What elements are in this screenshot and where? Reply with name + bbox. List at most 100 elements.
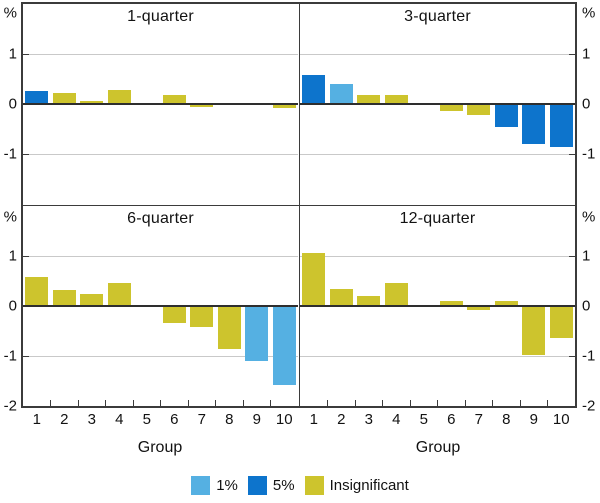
y-axis-label: 0 [582, 95, 591, 113]
x-axis-tick [105, 400, 106, 406]
y-axis-label: % [582, 208, 596, 226]
gridline [23, 54, 298, 55]
x-axis-tick [519, 400, 521, 406]
y-axis-label: -1 [3, 347, 17, 365]
panel-1-quarter: 1-quarter [23, 4, 298, 204]
panel-6-quarter: 6-quarter [23, 206, 298, 406]
plot-area: 1-quarter 3-quarter 6-quarter 12-quarter [21, 2, 577, 408]
x-axis-tick [492, 400, 493, 406]
x-axis-tick [270, 400, 271, 406]
x-axis-tick-label: 7 [197, 411, 206, 428]
y-axis-label: 1 [8, 247, 17, 265]
y-axis-label: % [3, 4, 17, 22]
bar-group-1 [302, 74, 326, 104]
x-axis-tick-label: 3 [364, 411, 373, 428]
bar-group-8 [494, 301, 518, 306]
bar-group-6 [439, 300, 463, 306]
x-axis-tick [354, 400, 356, 406]
x-axis-tick-label: 6 [170, 411, 179, 428]
x-axis-tick-label: 9 [252, 411, 261, 428]
bar-group-6 [162, 306, 186, 323]
y-axis-label: % [582, 4, 596, 22]
bar-group-3 [357, 295, 381, 306]
bar-group-3 [80, 294, 104, 306]
bar-group-10 [549, 104, 573, 147]
x-axis-tick-label: 9 [529, 411, 538, 428]
x-axis-tick-label: 10 [275, 411, 293, 428]
bar-group-2 [52, 92, 76, 104]
y-axis-tick [23, 356, 29, 357]
x-axis-tick [242, 400, 244, 406]
x-axis-tick-label: 3 [87, 411, 96, 428]
bar-group-7 [190, 104, 214, 107]
legend: 1% 5% Insignificant [0, 476, 600, 495]
y-axis-label: -1 [582, 145, 596, 163]
x-axis-tick [382, 400, 383, 406]
panel-title: 3-quarter [404, 8, 471, 25]
panel-title: 6-quarter [127, 210, 194, 227]
bar-group-8 [494, 104, 518, 127]
bar-group-7 [467, 104, 491, 115]
x-axis-tick [132, 400, 134, 406]
bar-group-2 [329, 288, 353, 306]
bar-group-2 [52, 290, 76, 306]
bar-group-4 [107, 89, 131, 104]
x-axis-tick [160, 400, 161, 406]
x-axis-title-left: Group [137, 439, 183, 456]
bar-group-9 [522, 104, 546, 144]
x-axis-tick-label: 2 [337, 411, 346, 428]
y-axis-label: 0 [582, 297, 591, 315]
bar-group-7 [467, 306, 491, 310]
zero-line [23, 103, 298, 105]
bar-group-4 [107, 283, 131, 306]
bar-group-9 [522, 306, 546, 355]
y-axis-label: 0 [8, 95, 17, 113]
y-axis-label: 1 [582, 45, 591, 63]
bar-group-8 [217, 306, 241, 349]
zero-line [300, 305, 575, 307]
x-axis-tick [547, 400, 548, 406]
panel-title: 12-quarter [399, 210, 476, 227]
x-axis-tick [215, 400, 216, 406]
bar-group-7 [190, 306, 214, 327]
legend-item-1pct: 1% [191, 476, 238, 495]
x-axis-tick-label: 5 [142, 411, 151, 428]
x-axis-tick [187, 400, 189, 406]
y-axis-label: -2 [3, 397, 17, 415]
bar-group-3 [357, 94, 381, 104]
legend-item-5pct: 5% [247, 476, 295, 495]
x-axis-tick [409, 400, 411, 406]
panel-3-quarter: 3-quarter [300, 4, 575, 204]
y-axis-label: 0 [8, 297, 17, 315]
y-axis-label: 1 [582, 247, 591, 265]
y-axis-tick [569, 54, 575, 55]
panel-title: 1-quarter [127, 8, 194, 25]
x-axis-tick [50, 400, 51, 406]
legend-swatch [304, 476, 324, 495]
x-axis-tick-label: 2 [60, 411, 69, 428]
bar-group-10 [272, 306, 296, 385]
gridline [23, 256, 298, 257]
x-axis-title-right: Group [415, 439, 461, 456]
bar-group-2 [329, 83, 353, 104]
x-axis-tick-label: 4 [115, 411, 124, 428]
x-axis-tick-label: 8 [502, 411, 511, 428]
panel-12-quarter: 12-quarter [300, 206, 575, 406]
zero-line [300, 103, 575, 105]
y-axis-label: -2 [582, 397, 596, 415]
bar-group-3 [80, 101, 104, 104]
x-axis-tick-label: 5 [419, 411, 428, 428]
y-axis-label: % [3, 208, 17, 226]
x-axis-tick-label: 6 [447, 411, 456, 428]
x-axis-tick [437, 400, 438, 406]
y-axis-tick [569, 356, 575, 357]
x-axis-tick [464, 400, 466, 406]
y-axis-tick [23, 154, 29, 155]
gridline [23, 356, 298, 357]
legend-label: 1% [216, 477, 238, 494]
x-axis-tick-label: 4 [392, 411, 401, 428]
y-axis-label: 1 [8, 45, 17, 63]
gridline [300, 54, 575, 55]
legend-label: Insignificant [329, 477, 409, 494]
legend-swatch [247, 476, 267, 495]
